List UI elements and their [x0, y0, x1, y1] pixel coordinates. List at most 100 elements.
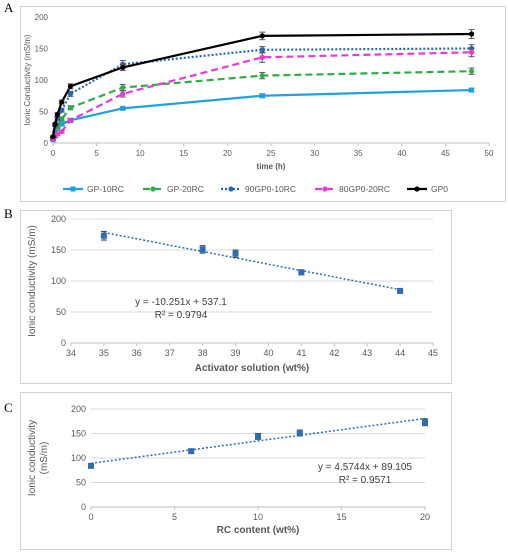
data-point-GP0	[54, 112, 60, 118]
chart-b-frame: 0 50 100 150 200 34 35 36 37 38 39 40 41 42 43 44 45 Acti…	[20, 210, 452, 384]
x-tick-label: 40	[397, 149, 406, 158]
legend-label: GP0	[431, 184, 448, 194]
data-point-GP0	[67, 83, 74, 89]
data-point-GP-20RC	[120, 84, 126, 91]
y-tick-label: 100	[35, 76, 49, 85]
x-tick-label: 38	[198, 348, 208, 358]
y-tick-label: 200	[71, 404, 86, 414]
y-axis-title: Ionic conductivity (mS/m)	[27, 225, 38, 337]
x-tick-label: 15	[179, 149, 188, 158]
trendline-equation: y = -10.251x + 537.1	[135, 297, 227, 308]
x-tick-label: 34	[66, 348, 76, 358]
y-tick-label: 150	[51, 245, 66, 255]
x-tick-label: 45	[428, 348, 438, 358]
data-point-80GP0-20RC	[120, 91, 126, 97]
data-point	[199, 246, 206, 253]
x-tick-label: 39	[231, 348, 241, 358]
data-point	[255, 433, 261, 440]
data-point-GP-10RC	[469, 87, 475, 93]
x-tick-label: 5	[172, 512, 177, 522]
y-tick-label: 0	[44, 139, 49, 148]
x-tick-label: 30	[310, 149, 319, 158]
y-tick-label: 50	[76, 478, 86, 488]
x-tick-label: 37	[165, 348, 175, 358]
panel-label-c: C	[4, 400, 13, 415]
panel-label-b: B	[4, 206, 13, 221]
legend-label: 80GP0-20RC	[339, 184, 390, 194]
x-tick-label: 0	[51, 149, 56, 158]
trendline-equation: R² = 0.9571	[339, 475, 392, 486]
x-tick-label: 43	[362, 348, 372, 358]
chart-c-frame: 0 50 100 150 200 0 5 10 15 20 RC content (wt%) Ioni…	[20, 392, 452, 550]
y-tick-label: 50	[39, 108, 48, 117]
x-tick-label: 42	[329, 348, 339, 358]
data-point	[397, 287, 404, 294]
legend-label: GP-20RC	[167, 184, 204, 194]
y-tick-label: 100	[71, 453, 86, 463]
data-point-80GP0-20RC	[259, 54, 265, 60]
legend-label: 90GP0-10RC	[245, 184, 296, 194]
data-point-GP0	[59, 99, 65, 105]
x-tick-label: 0	[88, 512, 93, 522]
x-tick-label: 40	[263, 348, 273, 358]
legend-marker	[70, 186, 76, 192]
y-tick-label: 0	[81, 502, 86, 512]
y-tick-label: 150	[35, 45, 49, 54]
y-tick-label: 200	[51, 214, 66, 224]
y-axis-title: (mS/m)	[39, 442, 50, 475]
data-point	[298, 269, 305, 276]
x-tick-label: 10	[253, 512, 263, 522]
x-tick-label: 20	[420, 512, 430, 522]
x-tick-label: 36	[132, 348, 142, 358]
x-tick-label: 5	[94, 149, 99, 158]
x-tick-label: 41	[296, 348, 306, 358]
data-point-GP0	[50, 134, 56, 140]
data-point	[232, 250, 239, 257]
data-point-80GP0-20RC	[54, 131, 60, 137]
data-point-GP-20RC	[468, 68, 475, 74]
chart-c: 0 50 100 150 200 0 5 10 15 20 RC content (wt%) Ioni…	[27, 404, 430, 536]
x-tick-label: 35	[99, 348, 109, 358]
y-tick-label: 50	[56, 307, 66, 317]
data-point-GP0	[120, 64, 126, 70]
x-tick-label: 25	[267, 149, 276, 158]
chart-a-frame: 0 50 100 150 200 0 5 10 15 20 25 30 35 40 45 50 time (h)…	[20, 6, 506, 202]
x-axis-title: Activator solution (wt%)	[195, 363, 309, 374]
data-point-80GP0-20RC	[59, 129, 65, 135]
data-point-GP0	[259, 33, 265, 39]
x-tick-label: 50	[485, 149, 494, 158]
data-point	[188, 448, 195, 455]
series-line-GP-20RC	[51, 70, 472, 139]
data-point-80GP0-20RC	[67, 117, 74, 123]
data-point-GP-10RC	[59, 121, 65, 127]
legend-marker	[228, 186, 234, 192]
legend-label: GP-10RC	[87, 184, 124, 194]
data-point-80GP0-20RC	[468, 49, 475, 55]
data-point	[100, 232, 107, 239]
y-tick-label: 150	[71, 429, 86, 439]
data-point-GP-10RC	[259, 93, 265, 99]
y-axis-title: Ionic conductivity	[27, 420, 38, 496]
panel-label-a: A	[4, 0, 14, 15]
data-point-90GP0-10RC	[259, 47, 265, 53]
data-point	[296, 430, 303, 437]
x-axis-title: RC content (wt%)	[217, 525, 300, 536]
data-point-90GP0-10RC	[67, 91, 74, 97]
data-point	[88, 462, 94, 469]
data-point-GP0	[468, 31, 475, 37]
data-point-GP-20RC	[67, 105, 74, 111]
x-tick-label: 44	[395, 348, 405, 358]
chart-b: 0 50 100 150 200 34 35 36 37 38 39 40 41 42 43 44 45 Acti…	[27, 214, 438, 374]
y-tick-label: 200	[35, 13, 49, 22]
trendline-equation: y = 4.5744x + 89.105	[318, 462, 412, 473]
y-axis-title: Ionic Conductivity (mS/m)	[23, 34, 32, 125]
data-point-GP0	[52, 121, 58, 127]
y-tick-label: 100	[51, 276, 66, 286]
x-tick-label: 20	[223, 149, 232, 158]
x-tick-label: 45	[441, 149, 450, 158]
legend-marker	[150, 186, 156, 192]
data-point-GP-10RC	[120, 105, 126, 111]
trendline-equation: R² = 0.9794	[155, 310, 208, 321]
chart-a: 0 50 100 150 200 0 5 10 15 20 25 30 35 40 45 50 time (h)…	[23, 13, 494, 194]
y-tick-label: 0	[61, 338, 66, 348]
